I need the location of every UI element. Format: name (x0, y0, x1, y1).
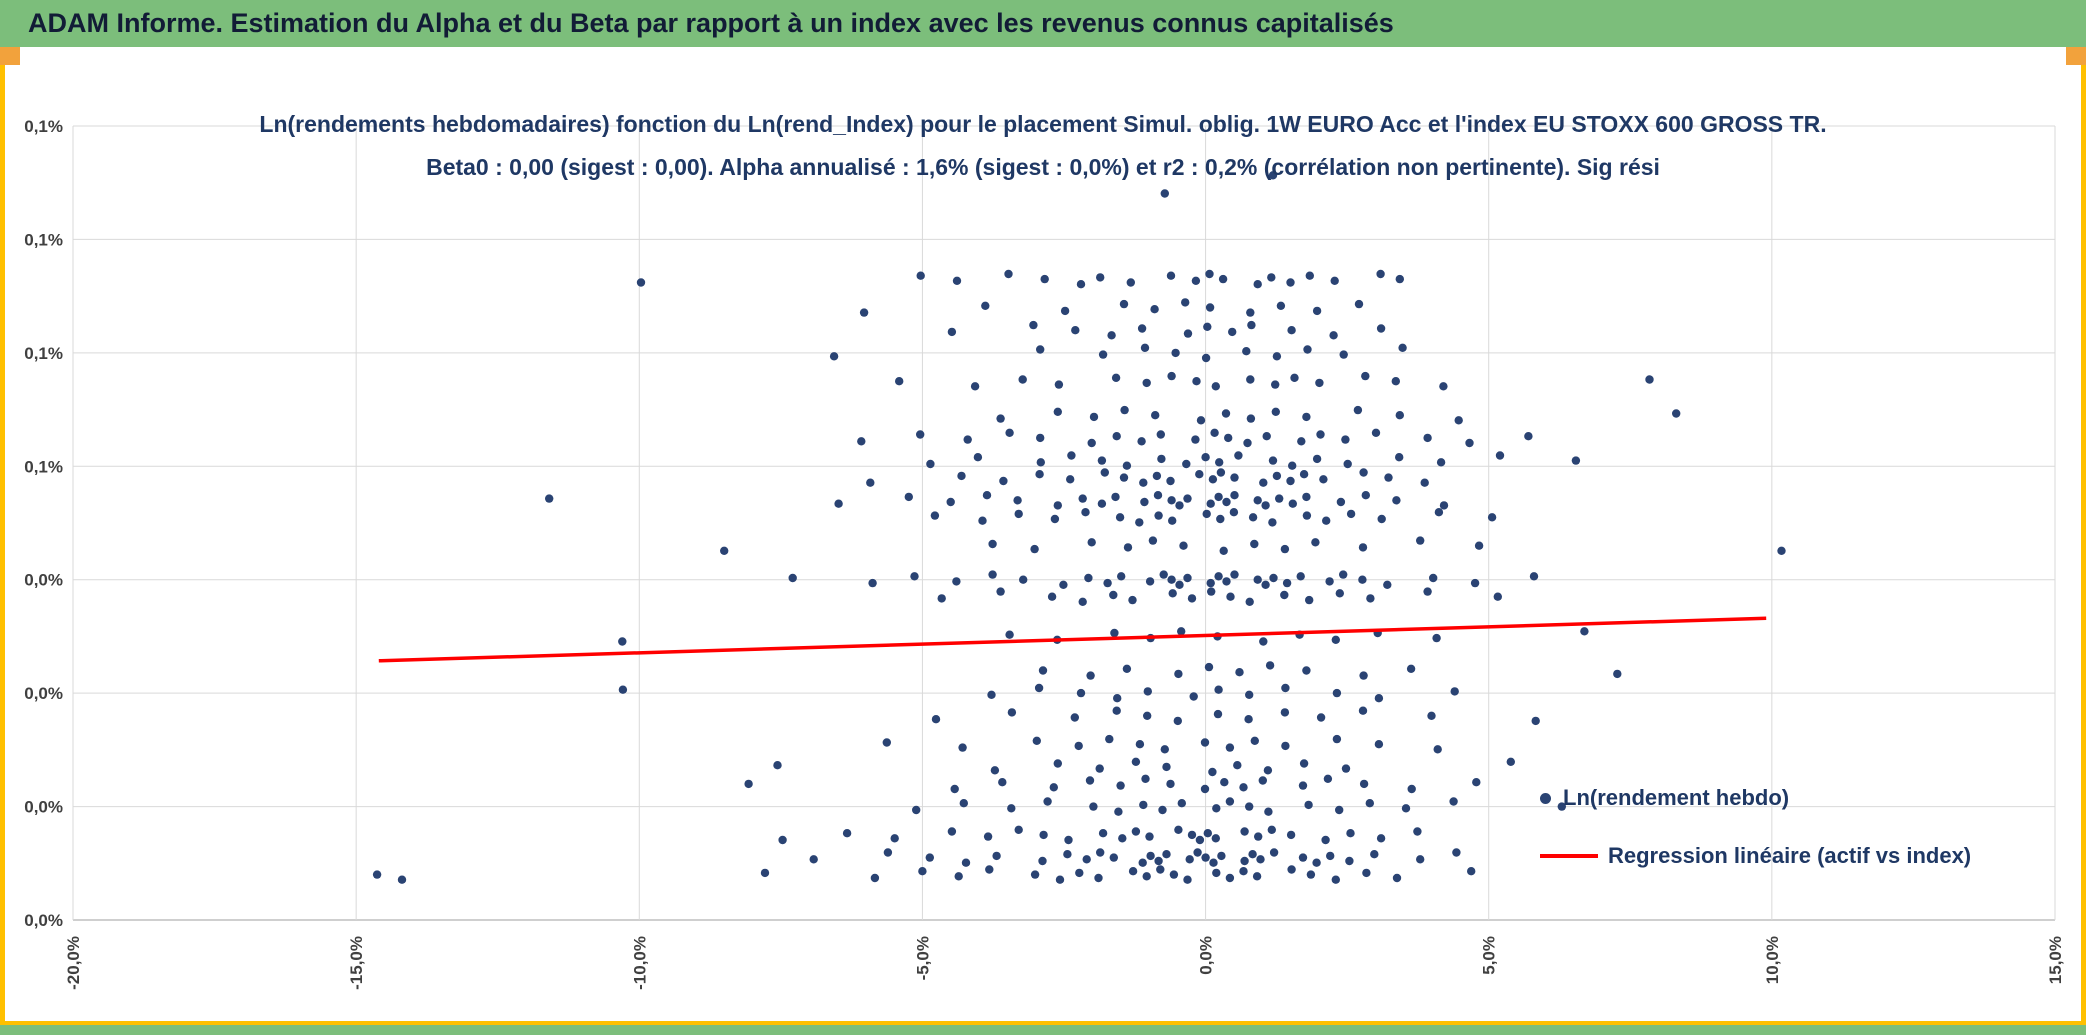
sheet-header: ADAM Informe. Estimation du Alpha et du … (0, 0, 2086, 47)
chart-legend: Ln(rendement hebdo) Regression linéaire … (1540, 778, 1971, 894)
svg-text:-10,0%: -10,0% (630, 936, 649, 990)
svg-text:-5,0%: -5,0% (913, 936, 932, 980)
svg-text:0,1%: 0,1% (24, 117, 63, 136)
svg-text:10,0%: 10,0% (1763, 936, 1782, 984)
svg-text:0,1%: 0,1% (24, 457, 63, 476)
svg-text:5,0%: 5,0% (1480, 936, 1499, 975)
bottom-border (0, 1021, 2086, 1025)
svg-text:-15,0%: -15,0% (347, 936, 366, 990)
svg-text:0,0%: 0,0% (24, 571, 63, 590)
left-border (0, 47, 5, 1021)
regression-line-icon (1540, 854, 1598, 858)
svg-text:0,0%: 0,0% (1197, 936, 1216, 975)
svg-text:0,0%: 0,0% (24, 911, 63, 930)
legend-item-scatter[interactable]: Ln(rendement hebdo) (1540, 778, 1971, 818)
svg-text:-20,0%: -20,0% (64, 936, 83, 990)
scatter-marker-icon (1540, 792, 1551, 804)
sheet-title: ADAM Informe. Estimation du Alpha et du … (28, 8, 1394, 38)
svg-text:0,0%: 0,0% (24, 798, 63, 817)
svg-text:0,1%: 0,1% (24, 344, 63, 363)
corner-marker-left (0, 47, 20, 65)
svg-text:15,0%: 15,0% (2046, 936, 2065, 984)
svg-text:0,0%: 0,0% (24, 684, 63, 703)
svg-text:0,1%: 0,1% (24, 230, 63, 249)
right-border (2081, 47, 2086, 1021)
corner-marker-right (2066, 47, 2086, 65)
legend-label-scatter: Ln(rendement hebdo) (1563, 785, 1790, 810)
legend-item-regression[interactable]: Regression linéaire (actif vs index) (1540, 836, 1971, 876)
scatter-plot[interactable]: 0,1%0,1%0,1%0,1%0,0%0,0%0,0%0,0%-20,0% -1… (0, 47, 2086, 1025)
footer-bar (0, 1025, 2086, 1035)
chart-area: Ln(rendements hebdomadaires) fonction du… (0, 47, 2086, 1025)
legend-label-regression: Regression linéaire (actif vs index) (1608, 843, 1972, 868)
